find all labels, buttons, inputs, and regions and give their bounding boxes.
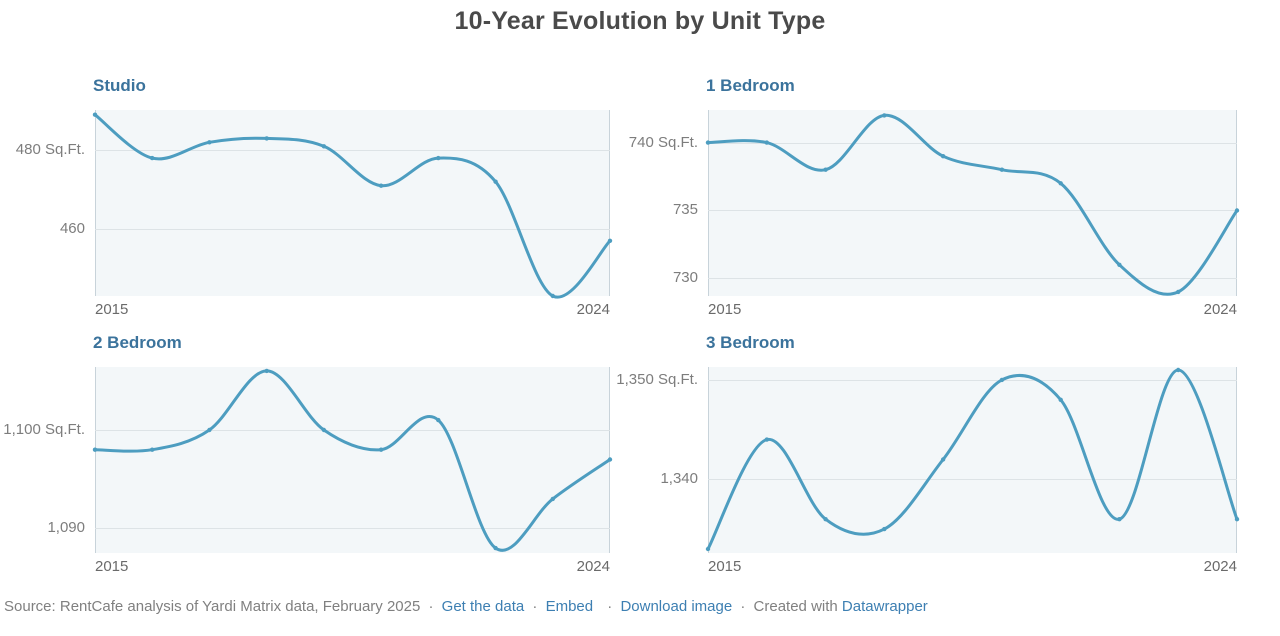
studio-line-chart	[92, 110, 613, 299]
chart-title-1-bedroom: 1 Bedroom	[706, 76, 795, 95]
datawrapper-link[interactable]: Datawrapper	[841, 598, 928, 615]
x-axis-label: 2024	[576, 301, 610, 318]
embed-link[interactable]: Embed	[545, 598, 594, 615]
y-axis-label: 1,340	[660, 470, 698, 488]
y-axis-label: 460	[59, 220, 85, 237]
x-axis-label: 2024	[1203, 558, 1237, 575]
download-image-link[interactable]: Download image	[620, 598, 733, 615]
x-axis-label: 2015	[708, 558, 742, 575]
y-axis-label: 730	[672, 269, 698, 287]
footer: Source: RentCafe analysis of Yardi Matri…	[4, 598, 928, 615]
y-axis-label: 1,090	[47, 519, 85, 537]
created-with-text: Created with	[753, 598, 838, 615]
x-axis-label: 2015	[95, 301, 129, 318]
separator-dot: ·	[607, 598, 613, 615]
get-the-data-link[interactable]: Get the data	[441, 598, 525, 615]
separator-dot: ·	[740, 598, 746, 615]
page-title: 10-Year Evolution by Unit Type	[454, 7, 826, 35]
separator-dot: ·	[532, 598, 538, 615]
chart-title-studio: Studio	[93, 76, 146, 95]
x-axis-label: 2015	[95, 558, 129, 575]
y-axis-label: 1,100 Sq.Ft.	[3, 420, 85, 438]
x-axis-label: 2024	[576, 558, 610, 575]
y-axis-label: 480 Sq.Ft.	[15, 141, 85, 159]
y-axis-label: 735	[672, 201, 698, 219]
y-axis-label: 740 Sq.Ft.	[628, 133, 698, 151]
chart-title-2-bedroom: 2 Bedroom	[93, 333, 182, 352]
y-axis-label: 1,350 Sq.Ft.	[616, 370, 698, 388]
x-axis-label: 2015	[708, 301, 742, 318]
1-bedroom-line-chart	[705, 110, 1240, 296]
2-bedroom-line-chart	[92, 367, 613, 553]
chart-title-3-bedroom: 3 Bedroom	[706, 333, 795, 352]
source-text: Source: RentCafe analysis of Yardi Matri…	[4, 598, 421, 615]
x-axis-label: 2024	[1203, 301, 1237, 318]
3-bedroom-line-chart	[705, 367, 1240, 553]
separator-dot: ·	[428, 598, 434, 615]
